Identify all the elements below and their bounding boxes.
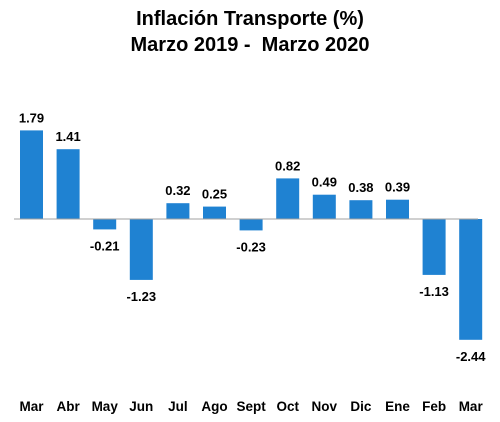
- data-label-1: 1.79: [19, 110, 44, 125]
- data-label-11: 0.39: [385, 180, 410, 195]
- data-label-9: 0.49: [312, 175, 337, 190]
- bar-1: [20, 130, 43, 219]
- bar-2: [56, 149, 80, 219]
- x-tick-label-2: Abr: [56, 399, 80, 414]
- x-axis-labels-group: Mar Abr May Jun Jul Ago Sept Oct Nov Dic Ene Feb Mar: [19, 399, 483, 414]
- data-label-4: -1.23: [126, 289, 156, 304]
- x-tick-label-5: Jul: [168, 399, 188, 414]
- x-tick-label-4: Jun: [129, 399, 153, 414]
- data-label-7: -0.23: [236, 239, 266, 254]
- bar-6: [203, 206, 226, 219]
- x-tick-label-9: Nov: [312, 399, 338, 414]
- data-label-3: -0.21: [90, 238, 120, 253]
- x-tick-label-7: Sept: [236, 399, 266, 414]
- bar-4: [129, 219, 153, 280]
- data-labels-group: 1.79 1.41 -0.21 -1.23 0.32 0.25 -0.23 0.82 0.49 0…: [19, 110, 486, 363]
- bars-group: [20, 130, 483, 340]
- bar-3: [93, 219, 117, 230]
- data-label-10: 0.38: [348, 180, 373, 195]
- data-label-5: 0.32: [165, 183, 190, 198]
- bar-7: [239, 219, 263, 231]
- x-tick-label-3: May: [92, 399, 119, 414]
- bar-9: [312, 194, 336, 219]
- data-label-12: -1.13: [419, 284, 449, 299]
- bar-11: [386, 199, 409, 219]
- data-label-6: 0.25: [202, 187, 227, 202]
- x-tick-label-6: Ago: [201, 399, 227, 414]
- x-tick-label-12: Feb: [422, 399, 446, 414]
- chart-subtitle: Marzo 2019 - Marzo 2020: [131, 34, 370, 56]
- x-tick-label-11: Ene: [385, 399, 410, 414]
- x-tick-label-1: Mar: [19, 399, 44, 414]
- x-tick-label-10: Dic: [350, 399, 372, 414]
- x-tick-label-13: Mar: [459, 399, 484, 414]
- data-label-2: 1.41: [55, 129, 80, 144]
- data-label-8: 0.82: [275, 158, 300, 173]
- bar-10: [349, 200, 373, 219]
- bar-8: [276, 178, 300, 219]
- chart-title: Inflación Transporte (%): [136, 8, 364, 30]
- x-tick-label-8: Oct: [276, 399, 299, 414]
- bar-5: [166, 203, 190, 219]
- bar-12: [422, 219, 446, 275]
- bar-13: [459, 219, 483, 340]
- data-label-13: -2.44: [456, 349, 486, 364]
